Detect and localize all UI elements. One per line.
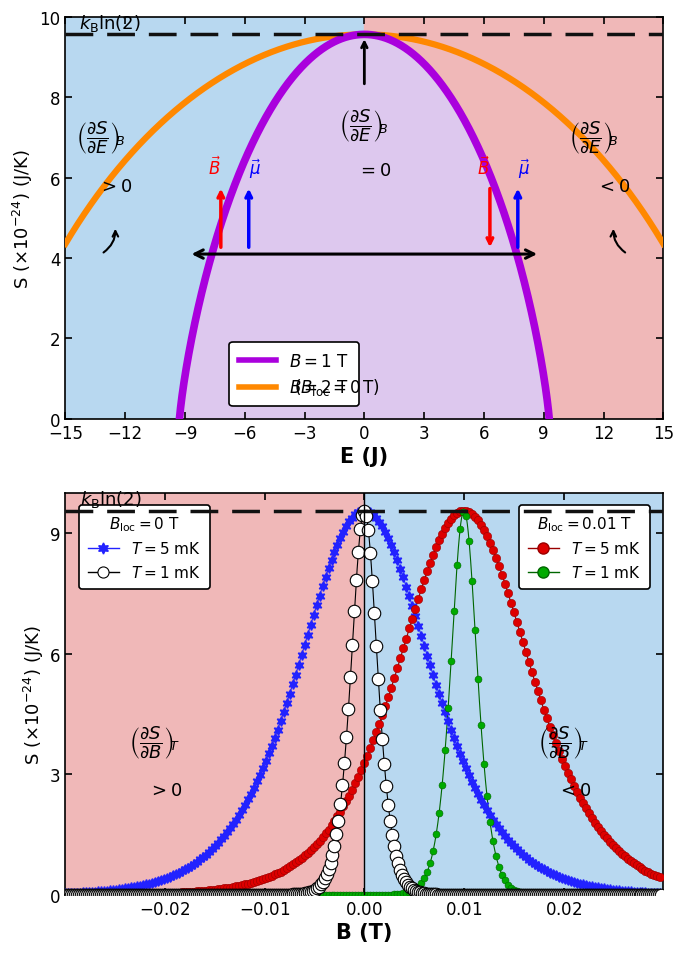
$T = 5$ mK [360, 505, 369, 517]
Line: $T = 5$ mK : $T = 5$ mK [61, 507, 664, 899]
$T = 5$ mK [608, 884, 616, 896]
$T = 1$ mK  [61, 889, 69, 901]
$T = 5$ mK [656, 887, 664, 899]
$T = 5$ mK  [172, 887, 180, 899]
$T = 5$ mK  [630, 858, 638, 869]
Text: $< 0$: $< 0$ [597, 177, 631, 195]
Text: $\vec{B}$: $\vec{B}$ [477, 156, 490, 178]
$T = 1$ mK [416, 886, 424, 898]
$T = 1$ mK [418, 887, 426, 899]
$T = 5$ mK  [220, 882, 228, 894]
Line: $T = 5$ mK: $T = 5$ mK [60, 506, 665, 898]
$T = 5$ mK  [608, 840, 616, 851]
Text: $< 0$: $< 0$ [556, 781, 590, 800]
Text: $\left(\dfrac{\partial S}{\partial E}\right)_{\!\!B}$: $\left(\dfrac{\partial S}{\partial E}\ri… [76, 120, 126, 157]
$T = 5$ mK [85, 886, 93, 898]
Bar [364, 18, 663, 419]
$T = 1$ mK [566, 889, 574, 901]
Text: $= 0$: $= 0$ [357, 162, 391, 179]
Text: $> 0$: $> 0$ [148, 781, 182, 800]
$T = 5$ mK  [97, 889, 105, 901]
Text: $\left(\dfrac{\partial S}{\partial B}\right)_{\!\!T}$: $\left(\dfrac{\partial S}{\partial B}\ri… [129, 724, 181, 761]
$T = 1$ mK  [656, 889, 664, 901]
$T = 1$ mK [63, 889, 71, 901]
$T = 5$ mK [220, 830, 228, 841]
$T = 1$ mK  [630, 889, 638, 901]
$T = 1$ mK  [608, 889, 616, 901]
Bar [65, 18, 364, 419]
Text: $\left(\dfrac{\partial S}{\partial E}\right)_{\!\!B}$: $\left(\dfrac{\partial S}{\partial E}\ri… [569, 120, 619, 157]
$T = 5$ mK  [459, 505, 467, 517]
Bar [65, 454, 364, 895]
$T = 1$ mK [428, 888, 436, 900]
$T = 5$ mK [172, 868, 180, 880]
$T = 5$ mK  [85, 889, 93, 901]
Text: $k_{\rm B}{\rm ln}(2)$: $k_{\rm B}{\rm ln}(2)$ [79, 13, 141, 34]
Legend: $B = 1$ T, $B = 2$ T: $B = 1$ T, $B = 2$ T [229, 343, 359, 407]
Text: $\left(\dfrac{\partial S}{\partial B}\right)_{\!\!T}$: $\left(\dfrac{\partial S}{\partial B}\ri… [538, 724, 589, 761]
$T = 1$ mK  [459, 506, 467, 517]
$T = 5$ mK [630, 886, 638, 898]
Line: $T = 1$ mK: $T = 1$ mK [59, 505, 668, 902]
X-axis label: B (T): B (T) [336, 922, 393, 942]
Text: $\vec{B}$: $\vec{B}$ [208, 156, 221, 178]
$T = 1$ mK  [220, 889, 228, 901]
$T = 5$ mK  [656, 872, 664, 883]
Text: $\vec{\mu}$: $\vec{\mu}$ [518, 157, 530, 180]
$T = 5$ mK  [61, 889, 69, 901]
$T = 1$ mK [658, 889, 666, 901]
$T = 1$ mK  [97, 889, 105, 901]
Text: $k_{\rm B}{\rm ln}(2)$: $k_{\rm B}{\rm ln}(2)$ [80, 489, 142, 510]
$T = 5$ mK [61, 887, 69, 899]
Legend: $T = 5$ mK, $T = 1$ mK: $T = 5$ mK, $T = 1$ mK [519, 505, 649, 590]
Line: $T = 1$ mK : $T = 1$ mK [62, 509, 664, 899]
Y-axis label: S ($\times 10^{-24}$) (J/K): S ($\times 10^{-24}$) (J/K) [11, 149, 35, 289]
Text: $\vec{\mu}$: $\vec{\mu}$ [249, 157, 261, 180]
$T = 1$ mK [61, 889, 69, 901]
Text: $\left(\dfrac{\partial S}{\partial E}\right)_{\!\!B}$: $\left(\dfrac{\partial S}{\partial E}\ri… [340, 108, 389, 145]
Text: $(B_{\rm loc} = 0\,{\rm T})$: $(B_{\rm loc} = 0\,{\rm T})$ [295, 376, 380, 397]
$T = 1$ mK  [85, 889, 93, 901]
$T = 1$ mK [360, 505, 369, 517]
Text: $> 0$: $> 0$ [98, 177, 132, 195]
$T = 1$ mK  [172, 889, 180, 901]
$T = 1$ mK [603, 889, 612, 901]
$T = 5$ mK [97, 885, 105, 897]
Bar [364, 454, 663, 895]
Y-axis label: S ($\times 10^{-24}$) (J/K): S ($\times 10^{-24}$) (J/K) [22, 624, 46, 764]
X-axis label: E (J): E (J) [340, 446, 388, 466]
